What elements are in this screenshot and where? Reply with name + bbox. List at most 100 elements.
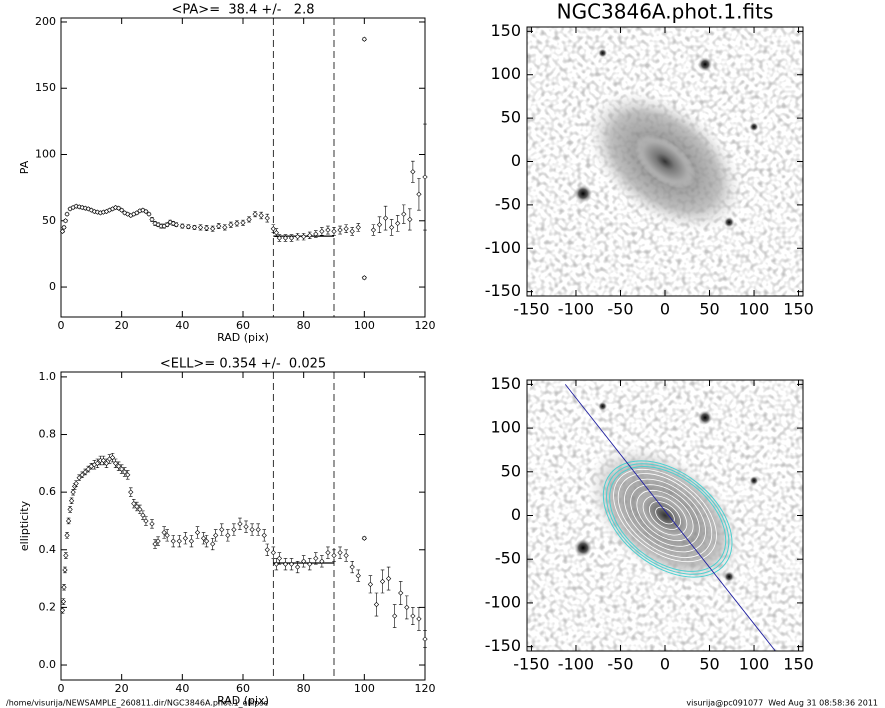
data-point (61, 584, 67, 590)
data-point (68, 498, 75, 504)
y-tick-label: 150 (490, 374, 521, 393)
star (723, 571, 735, 583)
data-point (188, 538, 195, 544)
data-point (65, 518, 72, 524)
data-point (307, 561, 313, 567)
data-point (410, 169, 416, 175)
x-tick-label: 100 (354, 319, 375, 332)
y-tick-label: -100 (485, 592, 521, 611)
isophote (636, 489, 694, 542)
isophote (630, 484, 700, 547)
data-point (261, 532, 267, 538)
data-point (131, 501, 137, 507)
y-tick-label: -150 (485, 281, 521, 300)
star (598, 48, 608, 58)
x-tick-label: 120 (415, 682, 436, 695)
data-point (401, 211, 407, 217)
data-point (367, 581, 374, 587)
x-tick-label: 0 (660, 655, 670, 674)
y-tick-label: -100 (485, 238, 521, 257)
data-point (210, 541, 216, 547)
data-point (234, 220, 240, 227)
data-point (240, 220, 246, 226)
y-tick-label: 0.0 (39, 658, 57, 671)
data-point (79, 472, 85, 478)
data-point (152, 541, 158, 547)
star (749, 476, 759, 485)
chart-title: <ELL>= 0.354 +/- 0.025 (160, 357, 326, 372)
x-tick-label: 100 (354, 682, 375, 695)
data-point (361, 36, 367, 42)
x-tick-label: -100 (558, 300, 594, 319)
footer-stamp: visurija@pc091077 Wed Aug 31 08:58:36 20… (686, 699, 878, 708)
data-point (62, 567, 68, 573)
data-point (301, 558, 307, 564)
data-point (225, 532, 231, 538)
x-tick-label: 120 (415, 319, 436, 332)
x-tick-label: 0 (660, 300, 670, 319)
data-point (103, 460, 110, 466)
data-point (146, 211, 152, 217)
data-point (237, 521, 243, 527)
data-point (194, 529, 201, 536)
data-point (170, 538, 176, 544)
data-point (119, 466, 125, 472)
footer-path: /home/visurija/NEWSAMPLE_260811.dir/NGC3… (6, 699, 269, 708)
y-tick-label: 0 (511, 505, 521, 524)
data-point (219, 526, 225, 533)
data-point (222, 224, 228, 231)
x-tick-label: -50 (607, 300, 633, 319)
data-point (173, 222, 179, 228)
data-point (361, 535, 367, 541)
data-point (149, 521, 155, 527)
data-point (191, 224, 198, 231)
data-point (109, 454, 116, 461)
data-point (282, 235, 289, 241)
data-point (59, 228, 66, 235)
x-tick-label: 100 (739, 300, 770, 319)
y-tick-label: 0.6 (39, 485, 57, 498)
galaxy-image (527, 27, 803, 296)
y-tick-label: 200 (35, 15, 56, 28)
star (697, 57, 713, 72)
data-point (319, 228, 325, 235)
y-tick-label: 100 (490, 418, 521, 437)
isophote (649, 501, 681, 530)
isophote (613, 468, 717, 563)
data-point (63, 552, 69, 559)
data-point (252, 211, 258, 217)
fit-isophote (609, 466, 727, 572)
data-point (161, 529, 167, 536)
fit-isophote (602, 460, 733, 578)
data-point (149, 216, 155, 223)
data-point (270, 550, 276, 556)
chart-title: <PA>= 38.4 +/- 2.8 (172, 3, 315, 18)
data-point (216, 223, 222, 229)
data-point (73, 480, 79, 487)
data-point (60, 599, 67, 605)
data-point (416, 191, 422, 197)
star (574, 538, 592, 557)
data-point (231, 526, 237, 533)
data-point (404, 604, 410, 611)
data-point (134, 503, 140, 510)
data-point (100, 457, 107, 464)
data-point (395, 220, 401, 227)
plot-frame (60, 17, 426, 318)
data-point (294, 234, 301, 240)
data-point (307, 232, 313, 238)
data-point (249, 526, 255, 533)
data-point (407, 216, 413, 223)
data-point (258, 212, 264, 219)
x-tick-label: 80 (297, 682, 311, 695)
data-point (416, 616, 422, 622)
x-tick-label: 40 (175, 319, 189, 332)
data-point (361, 275, 367, 281)
data-point (243, 524, 249, 530)
x-tick-label: -100 (558, 655, 594, 674)
data-point (331, 552, 337, 559)
x-tick-label: -150 (513, 655, 549, 674)
star (723, 216, 735, 228)
y-tick-label: 100 (490, 64, 521, 83)
data-point (325, 550, 331, 556)
